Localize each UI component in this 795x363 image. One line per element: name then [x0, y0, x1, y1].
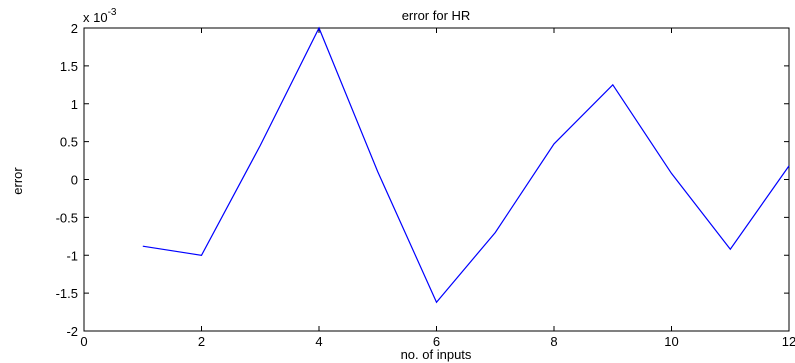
y-axis: -2 -1.5 -1 -0.5 0 0.5 1 1.5 2: [56, 21, 789, 339]
x-tick-label: 2: [198, 334, 205, 349]
x-axis-label: no. of inputs: [401, 347, 472, 362]
axes-frame: [83, 27, 790, 332]
y-tick-label: 0.5: [60, 135, 78, 150]
x-tick-label: 12: [782, 334, 795, 349]
y-tick-label: 0: [71, 173, 78, 188]
y-tick-label: -2: [66, 324, 78, 339]
y-tick-label: -1.5: [56, 286, 78, 301]
y-axis-label: error: [10, 167, 25, 195]
exponent-base: x 10: [83, 10, 108, 25]
plot-area: [83, 27, 790, 332]
y-tick-label: 1.5: [60, 59, 78, 74]
exponent-power: -3: [108, 7, 117, 18]
y-tick-label: 2: [71, 21, 78, 36]
x-tick-label: 0: [80, 334, 87, 349]
series-layer: [142, 26, 790, 304]
x-axis: 0 2 4 6 8 10 12: [80, 28, 795, 349]
y-axis-exponent: x 10-3: [83, 7, 117, 25]
x-tick-label: 4: [315, 334, 322, 349]
chart-title: error for HR: [402, 8, 471, 23]
x-tick-label: 10: [664, 334, 678, 349]
y-tick-label: -1: [66, 248, 78, 263]
y-tick-label: 1: [71, 97, 78, 112]
series-line: [142, 26, 790, 304]
x-tick-label: 8: [550, 334, 557, 349]
y-tick-label: -0.5: [56, 210, 78, 225]
x-tick-label: 6: [433, 334, 440, 349]
